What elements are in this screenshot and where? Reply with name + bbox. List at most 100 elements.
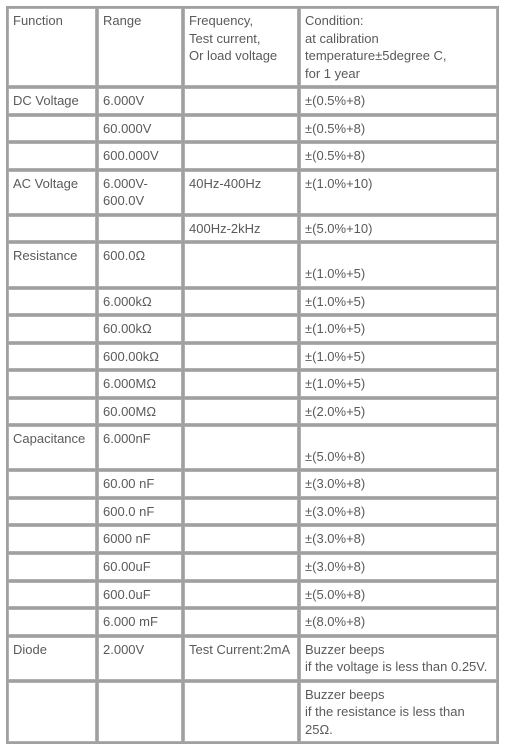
cell-condition: ±(1.0%+5) bbox=[300, 371, 497, 397]
cell-range: 6.000V-600.0V bbox=[98, 171, 182, 214]
cell-function bbox=[8, 499, 96, 525]
table-row: 6000 nF ±(3.0%+8) bbox=[8, 526, 497, 552]
cell-frequency bbox=[184, 399, 298, 425]
table-row: 6.000MΩ ±(1.0%+5) bbox=[8, 371, 497, 397]
cell-function bbox=[8, 116, 96, 142]
cell-condition: ±(0.5%+8) bbox=[300, 143, 497, 169]
cell-condition: ±(0.5%+8) bbox=[300, 88, 497, 114]
cell-condition: ±(2.0%+5) bbox=[300, 399, 497, 425]
table-row: 400Hz-2kHz±(5.0%+10) bbox=[8, 216, 497, 242]
cell-condition: ±(3.0%+8) bbox=[300, 526, 497, 552]
table-row: Diode2.000VTest Current:2mABuzzer beepsi… bbox=[8, 637, 497, 680]
cell-function bbox=[8, 399, 96, 425]
cell-range: 6.000 mF bbox=[98, 609, 182, 635]
cell-condition: Buzzer beepsif the voltage is less than … bbox=[300, 637, 497, 680]
table-row: AC Voltage6.000V-600.0V40Hz-400Hz±(1.0%+… bbox=[8, 171, 497, 214]
header-range: Range bbox=[98, 8, 182, 86]
table-row: 600.00kΩ ±(1.0%+5) bbox=[8, 344, 497, 370]
cell-condition: ±(0.5%+8) bbox=[300, 116, 497, 142]
cell-frequency bbox=[184, 526, 298, 552]
cell-range: 600.00kΩ bbox=[98, 344, 182, 370]
cell-condition: ±(1.0%+10) bbox=[300, 171, 497, 214]
cell-range: 6000 nF bbox=[98, 526, 182, 552]
cell-function bbox=[8, 582, 96, 608]
cell-function bbox=[8, 316, 96, 342]
table-row: Resistance600.0Ω ±(1.0%+5) bbox=[8, 243, 497, 286]
cell-condition: ±(1.0%+5) bbox=[300, 344, 497, 370]
cell-range bbox=[98, 682, 182, 743]
table-row: 60.00uF ±(3.0%+8) bbox=[8, 554, 497, 580]
table-row: 60.00kΩ ±(1.0%+5) bbox=[8, 316, 497, 342]
cell-function bbox=[8, 471, 96, 497]
cell-range: 600.000V bbox=[98, 143, 182, 169]
cell-condition: ±(5.0%+10) bbox=[300, 216, 497, 242]
cell-condition: ±(3.0%+8) bbox=[300, 471, 497, 497]
cell-range: 2.000V bbox=[98, 637, 182, 680]
cell-function bbox=[8, 371, 96, 397]
table-header-row: FunctionRangeFrequency,Test current,Or l… bbox=[8, 8, 497, 86]
header-function: Function bbox=[8, 8, 96, 86]
cell-range: 6.000nF bbox=[98, 426, 182, 469]
table-row: 600.0uF ±(5.0%+8) bbox=[8, 582, 497, 608]
cell-frequency: 400Hz-2kHz bbox=[184, 216, 298, 242]
table-row: 600.0 nF±(3.0%+8) bbox=[8, 499, 497, 525]
table-row: 6.000 mF ±(8.0%+8) bbox=[8, 609, 497, 635]
cell-frequency bbox=[184, 499, 298, 525]
cell-condition: ±(8.0%+8) bbox=[300, 609, 497, 635]
cell-function bbox=[8, 289, 96, 315]
cell-condition: ±(3.0%+8) bbox=[300, 554, 497, 580]
cell-range: 6.000V bbox=[98, 88, 182, 114]
cell-frequency: Test Current:2mA bbox=[184, 637, 298, 680]
cell-range: 60.00kΩ bbox=[98, 316, 182, 342]
cell-condition: ±(5.0%+8) bbox=[300, 582, 497, 608]
cell-range: 6.000kΩ bbox=[98, 289, 182, 315]
cell-function: Diode bbox=[8, 637, 96, 680]
cell-function bbox=[8, 216, 96, 242]
cell-range: 6.000MΩ bbox=[98, 371, 182, 397]
table-row: 60.000V ±(0.5%+8) bbox=[8, 116, 497, 142]
header-frequency: Frequency,Test current,Or load voltage bbox=[184, 8, 298, 86]
table-row: Buzzer beepsif the resistance is less th… bbox=[8, 682, 497, 743]
cell-function: AC Voltage bbox=[8, 171, 96, 214]
cell-function bbox=[8, 143, 96, 169]
cell-condition: ±(3.0%+8) bbox=[300, 499, 497, 525]
cell-range: 60.00uF bbox=[98, 554, 182, 580]
cell-condition: ±(1.0%+5) bbox=[300, 316, 497, 342]
cell-condition: Buzzer beepsif the resistance is less th… bbox=[300, 682, 497, 743]
cell-frequency bbox=[184, 289, 298, 315]
cell-frequency bbox=[184, 471, 298, 497]
cell-condition: ±(1.0%+5) bbox=[300, 243, 497, 286]
cell-function bbox=[8, 609, 96, 635]
cell-frequency bbox=[184, 371, 298, 397]
cell-range: 600.0Ω bbox=[98, 243, 182, 286]
cell-range bbox=[98, 216, 182, 242]
header-condition: Condition:at calibrationtemperature±5deg… bbox=[300, 8, 497, 86]
cell-frequency bbox=[184, 243, 298, 286]
cell-range: 60.00 nF bbox=[98, 471, 182, 497]
cell-function: DC Voltage bbox=[8, 88, 96, 114]
cell-function: Resistance bbox=[8, 243, 96, 286]
cell-frequency bbox=[184, 116, 298, 142]
table-row: 6.000kΩ ±(1.0%+5) bbox=[8, 289, 497, 315]
cell-frequency bbox=[184, 88, 298, 114]
spec-table: FunctionRangeFrequency,Test current,Or l… bbox=[6, 6, 499, 744]
table-row: DC Voltage6.000V ±(0.5%+8) bbox=[8, 88, 497, 114]
cell-frequency: 40Hz-400Hz bbox=[184, 171, 298, 214]
cell-condition: ±(1.0%+5) bbox=[300, 289, 497, 315]
cell-frequency bbox=[184, 426, 298, 469]
cell-frequency bbox=[184, 554, 298, 580]
cell-range: 60.000V bbox=[98, 116, 182, 142]
cell-range: 600.0uF bbox=[98, 582, 182, 608]
table-row: 60.00 nF ±(3.0%+8) bbox=[8, 471, 497, 497]
cell-function bbox=[8, 554, 96, 580]
cell-condition: ±(5.0%+8) bbox=[300, 426, 497, 469]
cell-frequency bbox=[184, 344, 298, 370]
cell-frequency bbox=[184, 316, 298, 342]
cell-function bbox=[8, 344, 96, 370]
cell-frequency bbox=[184, 582, 298, 608]
cell-function bbox=[8, 526, 96, 552]
table-row: 60.00MΩ ±(2.0%+5) bbox=[8, 399, 497, 425]
cell-range: 60.00MΩ bbox=[98, 399, 182, 425]
table-row: 600.000V ±(0.5%+8) bbox=[8, 143, 497, 169]
cell-frequency bbox=[184, 609, 298, 635]
